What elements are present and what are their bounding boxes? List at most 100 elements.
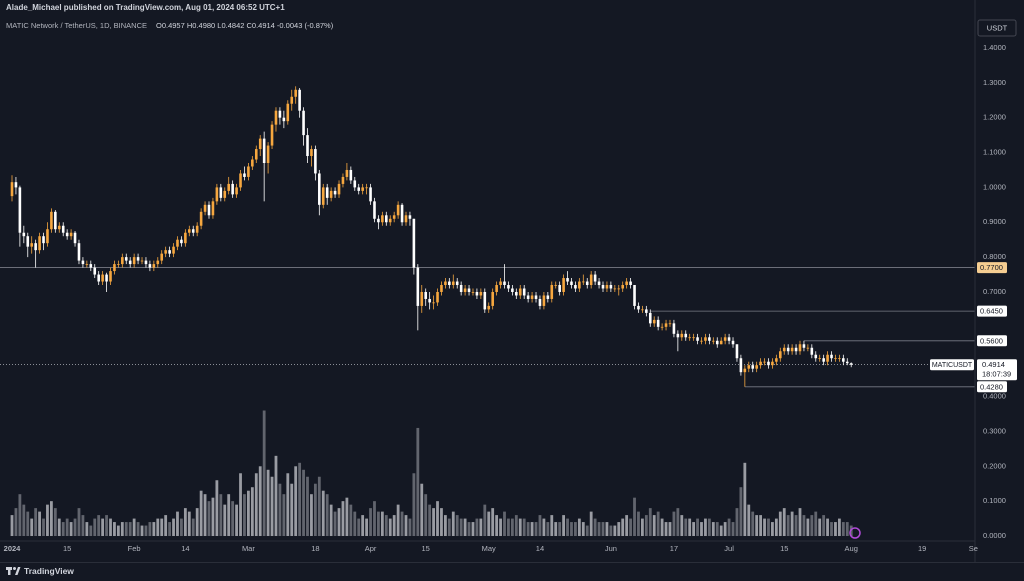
- candle-body: [54, 211, 57, 230]
- candle-body: [251, 159, 254, 167]
- x-tick-label: 18: [311, 544, 319, 553]
- volume-bar: [195, 508, 199, 537]
- candle-body: [85, 264, 89, 265]
- candle-body: [767, 361, 770, 366]
- candle-body: [629, 281, 632, 286]
- y-tick-label: 1.1000: [983, 148, 1006, 157]
- volume-bar: [641, 518, 644, 537]
- volume-bar: [266, 469, 270, 537]
- level-label-box: [977, 305, 1007, 317]
- volume-bar: [802, 515, 806, 537]
- volume-bar: [85, 522, 89, 537]
- candle-body: [656, 319, 660, 327]
- x-tick-label: Jun: [605, 544, 617, 553]
- candle-body: [605, 285, 609, 289]
- volume-bar: [345, 497, 349, 537]
- candle-body: [408, 215, 412, 219]
- candle-body: [373, 201, 376, 219]
- volume-bar: [396, 504, 400, 537]
- currency-box[interactable]: [977, 19, 1017, 37]
- candle-body: [542, 295, 546, 306]
- candle-body: [739, 358, 743, 373]
- candle-body: [794, 347, 798, 352]
- candle-body: [321, 187, 325, 205]
- candle-body: [10, 182, 14, 197]
- candle-body: [412, 218, 416, 268]
- candle-body: [400, 204, 404, 223]
- y-tick-label: 1.3000: [983, 78, 1006, 87]
- candle-body: [727, 337, 731, 341]
- candle-body: [574, 285, 577, 289]
- volume-bar: [306, 476, 309, 537]
- candle-body: [483, 291, 487, 310]
- y-tick-label: 0.3000: [983, 426, 1006, 435]
- candle-body: [247, 166, 250, 177]
- y-tick-label: 0.2000: [983, 461, 1006, 470]
- x-tick-label: Mar: [242, 544, 255, 553]
- candle-body: [184, 232, 187, 244]
- candle-body: [763, 361, 766, 363]
- volume-bar: [546, 522, 550, 537]
- volume-bar: [763, 518, 766, 537]
- candle-body: [641, 309, 644, 311]
- candle-body: [156, 260, 160, 265]
- volume-bar: [278, 483, 282, 537]
- candle-body: [306, 135, 309, 157]
- volume-bar: [30, 518, 34, 537]
- candle-body: [518, 288, 522, 296]
- volume-bar: [400, 511, 404, 537]
- candle-body: [562, 278, 565, 292]
- volume-bar: [404, 515, 408, 537]
- volume-bar: [298, 462, 302, 537]
- x-tick-label: Aug: [845, 544, 858, 553]
- volume-bar: [629, 518, 632, 537]
- symbol-label: MATICUSDT: [932, 362, 973, 369]
- volume-bar: [353, 511, 357, 537]
- volume-bar: [243, 494, 246, 537]
- candle-body: [101, 274, 104, 282]
- level-label-box: [977, 262, 1007, 274]
- candle-body: [239, 173, 242, 188]
- volume-bar: [767, 518, 770, 537]
- candle-body: [377, 218, 380, 223]
- candle-body: [530, 295, 534, 299]
- candle-body: [294, 89, 297, 97]
- candle-body: [747, 365, 751, 369]
- volume-bar: [566, 518, 569, 537]
- candle-body: [775, 358, 778, 362]
- volume-bar: [373, 501, 376, 537]
- currency[interactable]: USDT: [987, 23, 1008, 32]
- x-tick-label: 15: [422, 544, 430, 553]
- candle-body: [353, 180, 357, 188]
- volume-bar: [487, 511, 491, 537]
- replay-icon[interactable]: [849, 527, 861, 539]
- candle-body: [262, 138, 266, 163]
- candle-body: [712, 340, 715, 342]
- candle-body: [810, 347, 814, 355]
- candle-body: [57, 225, 61, 230]
- candle-body: [50, 211, 53, 230]
- candle-body: [507, 285, 510, 289]
- volume-bar: [46, 504, 49, 537]
- level-label: 0.5600: [980, 336, 1003, 345]
- volume-bar: [621, 518, 625, 537]
- candle-body: [211, 201, 215, 216]
- volume-bar: [534, 522, 538, 537]
- candle-body: [46, 229, 49, 244]
- volume-bar: [672, 511, 676, 537]
- volume-bar: [727, 518, 731, 537]
- candle-body: [164, 250, 167, 254]
- candle-body: [455, 281, 459, 286]
- candle-body: [396, 204, 400, 216]
- candle-body: [223, 190, 227, 198]
- volume-bar: [34, 508, 38, 537]
- volume-bar: [250, 487, 254, 537]
- volume-bar: [10, 515, 14, 537]
- x-tick-label: 2024: [4, 544, 22, 553]
- volume-bar: [128, 522, 132, 537]
- volume-bar: [380, 511, 384, 537]
- volume-bar: [313, 483, 317, 537]
- volume-bar: [715, 522, 719, 537]
- candle-body: [243, 173, 246, 177]
- volume-bar: [593, 518, 597, 537]
